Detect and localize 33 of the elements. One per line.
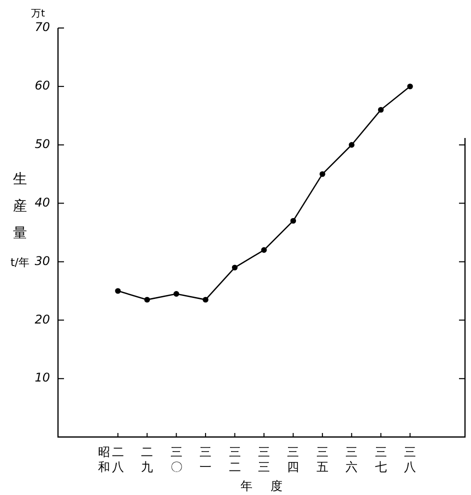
point xyxy=(202,296,208,303)
y-tick-label: 60 xyxy=(34,78,50,93)
point xyxy=(320,171,326,177)
x-tick-label: 三八 xyxy=(404,445,416,474)
x-tick-label: 三二 xyxy=(228,445,241,474)
text: 万t xyxy=(31,8,46,20)
x-tick-label: 三五 xyxy=(316,445,328,474)
y-axis-title: 生産量 t/年 xyxy=(10,172,30,269)
y-tick-label: 50 xyxy=(34,136,50,151)
y-tick-label: 10 xyxy=(34,370,50,385)
x-tick-label: 三〇 xyxy=(170,445,182,474)
y-tick-label: 20 xyxy=(34,312,50,326)
point xyxy=(348,142,354,148)
x-tick-label: 三六 xyxy=(346,445,358,474)
x-tick-label: 三一 xyxy=(200,445,212,474)
point xyxy=(173,291,180,297)
point xyxy=(115,288,121,294)
y-tick-label: 70 xyxy=(34,20,50,34)
point xyxy=(232,264,238,270)
point xyxy=(378,106,384,113)
point xyxy=(290,218,296,224)
x-tick-label: 二八 xyxy=(112,445,124,474)
y-tick-label: 40 xyxy=(34,195,50,210)
point xyxy=(261,247,267,253)
point xyxy=(144,296,150,303)
point xyxy=(407,84,413,90)
text: 昭和 xyxy=(98,445,110,474)
x-tick-label: 三四 xyxy=(287,445,300,474)
y-tick-label: 30 xyxy=(34,254,50,268)
x-tick-label: 三三 xyxy=(258,445,270,474)
x-tick-label: 三七 xyxy=(374,445,387,474)
x-tick-label: 二九 xyxy=(141,445,154,474)
text: 年度 xyxy=(240,479,282,494)
